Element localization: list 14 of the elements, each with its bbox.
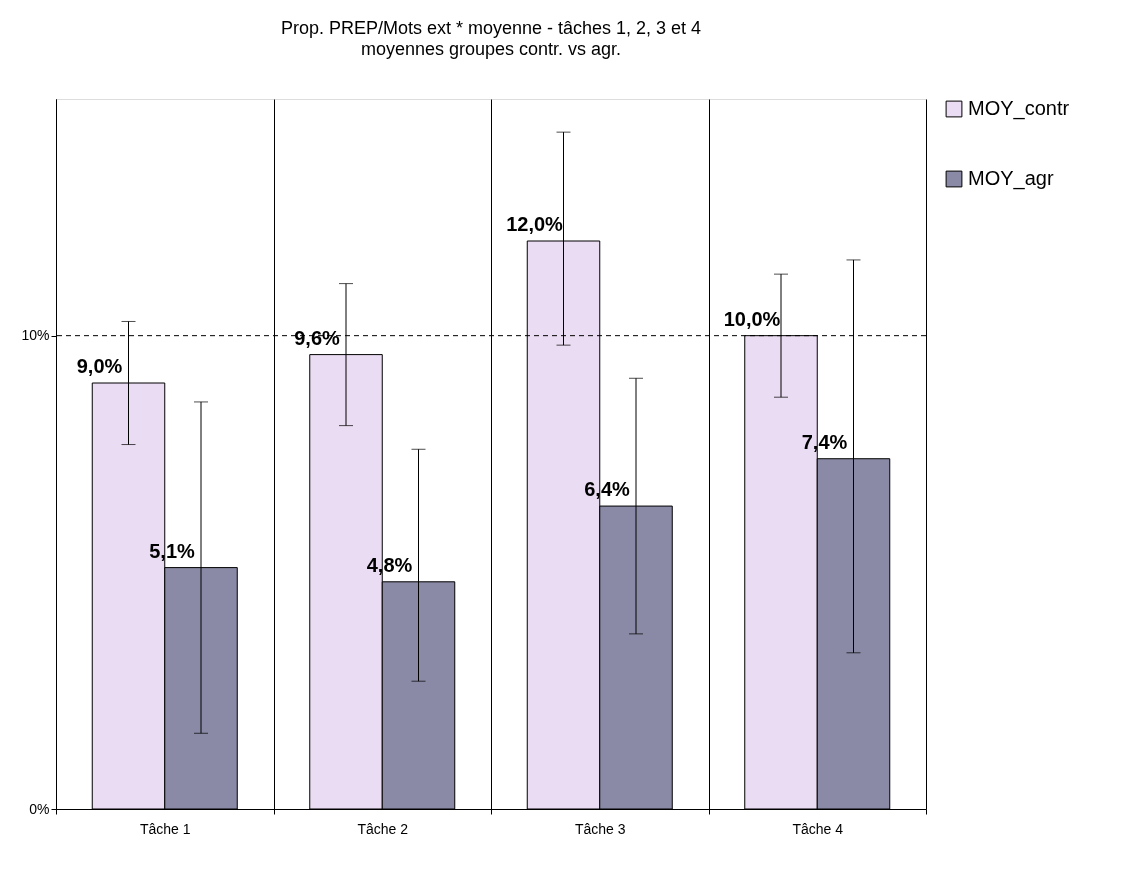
legend-label: MOY_contr	[968, 97, 1070, 120]
chart-title: Prop. PREP/Mots ext * moyenne - tâches 1, 2, 3 et 4	[280, 18, 702, 38]
data-label: 9,6%	[294, 326, 341, 349]
y-tick-label: 0%	[29, 800, 50, 817]
data-label: 10,0%	[723, 307, 781, 330]
data-label: 12,0%	[506, 213, 564, 235]
chart-subtitle: moyennes groupes contr. vs agr.	[360, 39, 622, 59]
x-tick-label: Tâche 3	[574, 820, 626, 837]
x-tick-label: Tâche 1	[139, 820, 191, 837]
x-tick-label: Tâche 4	[792, 820, 844, 837]
data-label: 9,0%	[76, 355, 123, 377]
x-tick-label: Tâche 2	[357, 820, 409, 837]
y-tick-label: 10%	[21, 327, 50, 344]
legend-label: MOY_agr	[968, 167, 1054, 190]
